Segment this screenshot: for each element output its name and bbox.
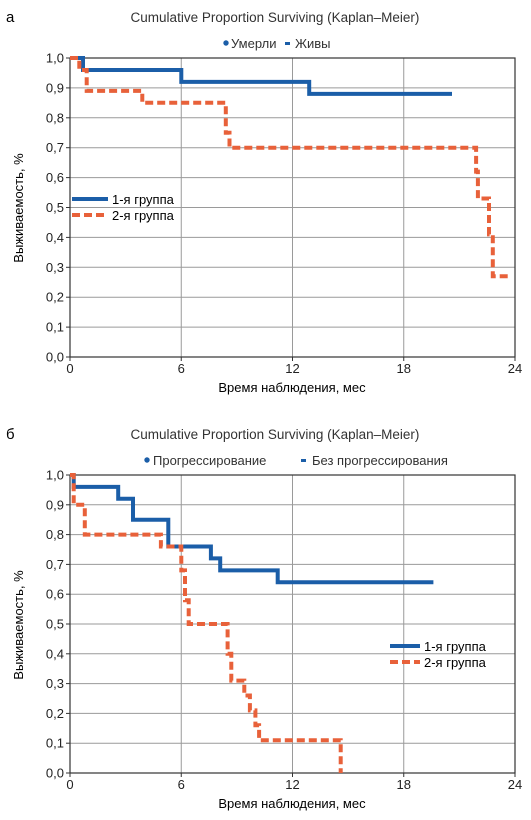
y-tick-label: 0,5 — [46, 617, 64, 632]
x-tick-label: 18 — [397, 361, 411, 376]
top-legend-filled-label: Прогрессирование — [153, 453, 266, 468]
plot-area-b: 0 6 12 18 24 0,0 0,1 0,2 0,3 0,4 0,5 0,6 0,7 0,8 0,9 1,… — [46, 468, 522, 793]
x-axis-label: Время наблюдения, мес — [218, 380, 366, 395]
series-line-group-1 — [70, 473, 434, 585]
series-legend-b: 1-я группа 2-я группа — [390, 639, 487, 670]
top-legend-dash-label: Без прогрессирования — [312, 453, 448, 468]
y-tick-label: 0,3 — [46, 676, 64, 691]
y-tick-label: 1,0 — [46, 51, 64, 66]
top-legend-filled-marker — [223, 40, 229, 46]
x-tick-label: 12 — [285, 361, 299, 376]
y-tick-label: 0,4 — [46, 230, 64, 245]
y-tick-label: 1,0 — [46, 468, 64, 483]
y-tick-label: 0,8 — [46, 110, 64, 125]
y-tick-label: 0,1 — [46, 736, 64, 751]
y-tick-label: 0,1 — [46, 320, 64, 335]
x-tick-label: 18 — [397, 777, 411, 792]
x-tick-label: 6 — [178, 777, 185, 792]
y-tick-label: 0,3 — [46, 260, 64, 275]
chart-title: Cumulative Proportion Surviving (Kaplan–… — [131, 427, 420, 442]
top-legend-filled-label: Умерли — [231, 36, 276, 51]
y-tick-label: 0,2 — [46, 706, 64, 721]
legend-label-group-1: 1-я группа — [424, 639, 487, 654]
legend-label-group-2: 2-я группа — [112, 208, 175, 223]
y-axis-label: Выживаемость, % — [11, 570, 26, 680]
y-tick-label: 0,0 — [46, 350, 64, 365]
panel-label: а — [6, 9, 15, 26]
top-legend-dash-label: Живы — [295, 36, 331, 51]
x-tick-label: 0 — [66, 777, 73, 792]
y-tick-label: 0,0 — [46, 766, 64, 781]
top-legend-dash-marker — [301, 459, 306, 462]
y-tick-label: 0,7 — [46, 140, 64, 155]
y-tick-label: 0,6 — [46, 170, 64, 185]
y-tick-label: 0,2 — [46, 290, 64, 305]
chart-title: Cumulative Proportion Surviving (Kaplan–… — [131, 10, 420, 25]
legend-label-group-2: 2-я группа — [424, 655, 487, 670]
y-axis-label: Выживаемость, % — [11, 153, 26, 263]
series-legend-a: 1-я группа 2-я группа — [72, 192, 175, 223]
y-tick-label: 0,9 — [46, 497, 64, 512]
x-axis-label: Время наблюдения, мес — [218, 796, 366, 811]
y-tick-label: 0,9 — [46, 80, 64, 95]
y-tick-label: 0,8 — [46, 527, 64, 542]
top-legend-filled-marker — [144, 457, 150, 463]
x-tick-label: 6 — [178, 361, 185, 376]
y-tick-label: 0,4 — [46, 646, 64, 661]
x-tick-label: 24 — [508, 361, 522, 376]
series-line-group-1 — [70, 56, 452, 96]
x-tick-label: 24 — [508, 777, 522, 792]
legend-label-group-1: 1-я группа — [112, 192, 175, 207]
panel-label: б — [6, 426, 15, 443]
series-line-group-2 — [70, 473, 343, 773]
y-tick-label: 0,7 — [46, 557, 64, 572]
panel-b: б Cumulative Proportion Surviving (Kapla… — [6, 426, 522, 811]
series-line-group-2 — [70, 56, 512, 279]
y-tick-label: 0,6 — [46, 587, 64, 602]
x-tick-label: 12 — [285, 777, 299, 792]
top-legend-dash-marker — [285, 42, 290, 45]
panel-a: а Cumulative Proportion Surviving (Kapla… — [6, 9, 522, 395]
x-tick-label: 0 — [66, 361, 73, 376]
y-tick-label: 0,5 — [46, 200, 64, 215]
plot-area-a: 0 6 12 18 24 0,0 0,1 0,2 0,3 0,4 0,5 0,6 0,7 0,8 0,9 1,… — [46, 51, 522, 377]
